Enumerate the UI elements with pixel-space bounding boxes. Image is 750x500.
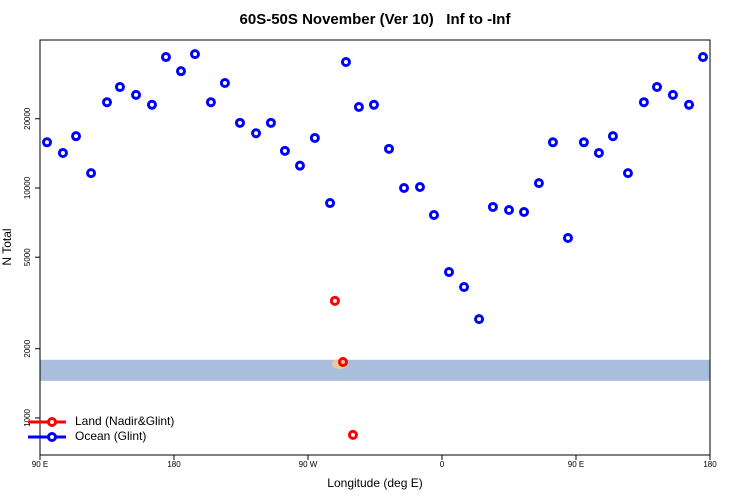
point [175, 66, 186, 77]
band [40, 359, 710, 381]
point [353, 101, 364, 112]
point [205, 97, 216, 108]
point [638, 97, 649, 108]
point [160, 52, 171, 63]
point [294, 160, 305, 171]
legend-label: Land (Nadir&Glint) [75, 414, 174, 428]
y-tick-label: 5000 [23, 248, 32, 266]
point [309, 132, 320, 143]
point [698, 52, 709, 63]
point [114, 81, 125, 92]
y-tick-label: 20000 [23, 107, 32, 130]
legend-marker [47, 417, 57, 427]
point [71, 131, 82, 142]
point [443, 267, 454, 278]
point [684, 99, 695, 110]
point [219, 78, 230, 89]
y-tick-label: 2000 [23, 339, 32, 357]
point [340, 57, 351, 68]
chart-title: 60S-50S November (Ver 10) Inf to -Inf [240, 11, 512, 28]
point [329, 295, 340, 306]
point [131, 89, 142, 100]
point [562, 232, 573, 243]
x-tick-label: 90 W [299, 460, 318, 469]
point [41, 137, 52, 148]
point [487, 201, 498, 212]
point [57, 147, 68, 158]
point [593, 147, 604, 158]
point [347, 429, 358, 440]
point [519, 207, 530, 218]
point [428, 209, 439, 220]
x-tick-label: 0 [440, 460, 445, 469]
x-axis-label: Longitude (deg E) [327, 476, 422, 490]
point [337, 357, 348, 368]
point [146, 99, 157, 110]
point [578, 137, 589, 148]
point [86, 168, 97, 179]
point [474, 314, 485, 325]
point [547, 137, 558, 148]
x-tick-label: 90 E [32, 460, 48, 469]
point [102, 97, 112, 108]
point [234, 117, 245, 128]
point [383, 143, 394, 154]
point [459, 282, 470, 293]
plot-frame [39, 39, 711, 456]
y-axis-label: N Total [0, 228, 14, 265]
point [504, 205, 514, 216]
legend-marker [47, 432, 57, 442]
x-tick-label: 90 E [568, 460, 584, 469]
point [189, 49, 200, 60]
point [533, 178, 544, 189]
x-tick-label: 180 [167, 460, 181, 469]
point [399, 182, 410, 193]
point [622, 168, 633, 179]
x-tick-label: 180 [703, 460, 717, 469]
point [265, 117, 276, 128]
y-tick-label: 1000 [23, 408, 32, 426]
point [368, 99, 379, 110]
y-tick-label: 10000 [23, 176, 32, 199]
point [325, 198, 336, 209]
point [279, 145, 290, 156]
point [651, 81, 662, 92]
point [414, 181, 425, 192]
legend-label: Ocean (Glint) [75, 429, 146, 443]
point [607, 131, 618, 142]
point [251, 128, 262, 139]
point [667, 89, 678, 100]
